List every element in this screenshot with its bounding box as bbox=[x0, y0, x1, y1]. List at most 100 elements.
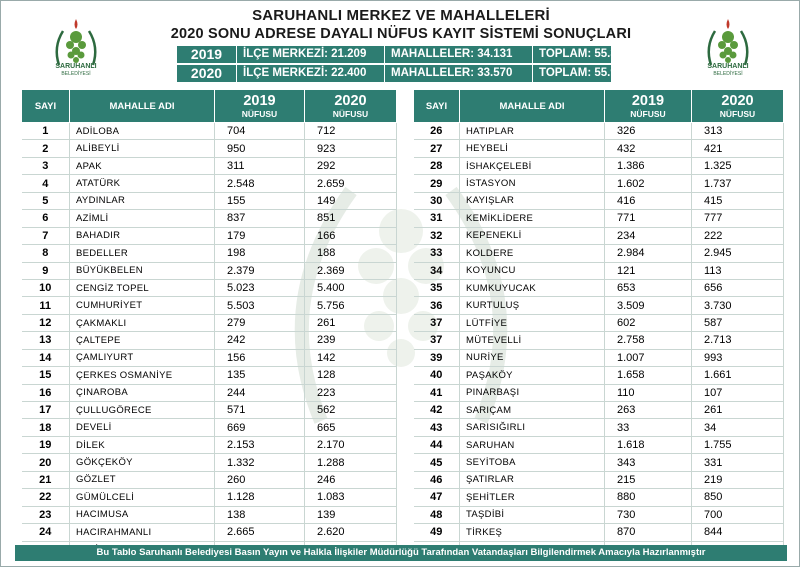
population-2020: 5.756 bbox=[304, 296, 397, 315]
population-2020: 850 bbox=[691, 488, 784, 507]
population-2020: 166 bbox=[304, 227, 397, 246]
row-number: 8 bbox=[21, 244, 70, 263]
mahalle-name: MÜTEVELLİ bbox=[459, 331, 605, 350]
row-number: 35 bbox=[413, 279, 460, 298]
row-number: 31 bbox=[413, 209, 460, 228]
table-row: 41 PINARBAŞI 110 107 bbox=[413, 384, 784, 403]
row-number: 34 bbox=[413, 262, 460, 280]
mahalle-name: KURTULUŞ bbox=[459, 296, 605, 315]
table-row: 36 KURTULUŞ 3.509 3.730 bbox=[413, 296, 784, 315]
population-2020: 113 bbox=[691, 262, 784, 280]
population-2019: 215 bbox=[604, 471, 692, 490]
summary-toplam: TOPLAM: 55.970 bbox=[539, 67, 630, 79]
header-sayi: SAYI bbox=[413, 89, 460, 123]
population-table-right: SAYI MAHALLE ADI 2019 NÜFUSU 2020 NÜFUSU 2… bbox=[413, 89, 784, 559]
row-number: 41 bbox=[413, 384, 460, 403]
table-header: SAYI MAHALLE ADI 2019 NÜFUSU 2020 NÜFUSU bbox=[21, 89, 397, 123]
population-2020: 313 bbox=[691, 122, 784, 141]
population-2020: 2.945 bbox=[691, 244, 784, 263]
population-2020: 2.369 bbox=[304, 262, 397, 280]
mahalle-name: ÇINAROBA bbox=[69, 384, 215, 403]
population-2019: 263 bbox=[604, 401, 692, 420]
header-2019: 2019 NÜFUSU bbox=[214, 89, 305, 123]
mahalle-name: NURİYE bbox=[459, 349, 605, 368]
table-row: 10 CENGİZ TOPEL 5.023 5.400 bbox=[21, 279, 397, 298]
mahalle-name: CENGİZ TOPEL bbox=[69, 279, 215, 298]
population-2020: 331 bbox=[691, 453, 784, 472]
population-2020: 665 bbox=[304, 418, 397, 437]
population-2020: 562 bbox=[304, 401, 397, 420]
row-number: 37 bbox=[413, 331, 460, 350]
table-row: 4 ATATÜRK 2.548 2.659 bbox=[21, 174, 397, 193]
municipality-logo-left bbox=[45, 15, 107, 77]
row-number: 28 bbox=[413, 157, 460, 176]
population-2020: 656 bbox=[691, 279, 784, 298]
population-2020: 139 bbox=[304, 506, 397, 525]
row-number: 49 bbox=[413, 523, 460, 542]
population-2020: 246 bbox=[304, 471, 397, 490]
table-row: 15 ÇERKES OSMANİYE 135 128 bbox=[21, 366, 397, 385]
population-2019: 730 bbox=[604, 506, 692, 525]
row-number: 1 bbox=[21, 122, 70, 141]
population-2019: 1.332 bbox=[214, 453, 305, 472]
population-2020: 222 bbox=[691, 227, 784, 246]
row-number: 19 bbox=[21, 436, 70, 455]
table-row: 12 ÇAKMAKLI 279 261 bbox=[21, 314, 397, 333]
mahalle-name: SEYİTOBA bbox=[459, 453, 605, 472]
table-row: 14 ÇAMLIYURT 156 142 bbox=[21, 349, 397, 368]
mahalle-name: TİRKEŞ bbox=[459, 523, 605, 542]
mahalle-name: DEVELİ bbox=[69, 418, 215, 437]
table-row: 45 SEYİTOBA 343 331 bbox=[413, 453, 784, 472]
summary-mahalleler: MAHALLELER: 33.570 bbox=[385, 65, 533, 82]
population-2019: 33 bbox=[604, 418, 692, 437]
page-title: SARUHANLI MERKEZ VE MAHALLELERİ bbox=[252, 7, 550, 24]
population-2020: 219 bbox=[691, 471, 784, 490]
row-number: 16 bbox=[21, 384, 70, 403]
population-2019: 121 bbox=[604, 262, 692, 280]
row-number: 45 bbox=[413, 453, 460, 472]
row-number: 43 bbox=[413, 418, 460, 437]
row-number: 14 bbox=[21, 349, 70, 368]
table-row: 19 DİLEK 2.153 2.170 bbox=[21, 436, 397, 455]
population-2019: 602 bbox=[604, 314, 692, 333]
header-2020: 2020 NÜFUSU bbox=[691, 89, 784, 123]
population-2019: 1.658 bbox=[604, 366, 692, 385]
population-2019: 669 bbox=[214, 418, 305, 437]
row-number: 24 bbox=[21, 523, 70, 542]
population-2019: 311 bbox=[214, 157, 305, 176]
mahalle-name: TAŞDİBİ bbox=[459, 506, 605, 525]
mahalle-name: GÜMÜLCELİ bbox=[69, 488, 215, 507]
population-2020: 1.755 bbox=[691, 436, 784, 455]
population-2020: 142 bbox=[304, 349, 397, 368]
mahalle-name: HEYBELİ bbox=[459, 139, 605, 158]
mahalle-name: AYDINLAR bbox=[69, 192, 215, 211]
mahalle-name: SARUHAN bbox=[459, 436, 605, 455]
population-2019: 260 bbox=[214, 471, 305, 490]
population-2019: 244 bbox=[214, 384, 305, 403]
table-row: 9 BÜYÜKBELEN 2.379 2.369 bbox=[21, 262, 397, 280]
population-2019: 950 bbox=[214, 139, 305, 158]
table-row: 46 ŞATIRLAR 215 219 bbox=[413, 471, 784, 490]
row-number: 3 bbox=[21, 157, 70, 176]
row-number: 29 bbox=[413, 174, 460, 193]
mahalle-name: HACIRAHMANLI bbox=[69, 523, 215, 542]
row-number: 23 bbox=[21, 506, 70, 525]
summary-ilce-merkezi: İLÇE MERKEZİ: 21.209 bbox=[237, 46, 385, 63]
table-row: 3 APAK 311 292 bbox=[21, 157, 397, 176]
mahalle-name: APAK bbox=[69, 157, 215, 176]
population-2019: 653 bbox=[604, 279, 692, 298]
population-2020: 261 bbox=[691, 401, 784, 420]
table-row: 17 ÇULLUGÖRECE 571 562 bbox=[21, 401, 397, 420]
population-2020: 34 bbox=[691, 418, 784, 437]
population-2020: 239 bbox=[304, 331, 397, 350]
table-row: 18 DEVELİ 669 665 bbox=[21, 418, 397, 437]
mahalle-name: ŞATIRLAR bbox=[459, 471, 605, 490]
population-2020: 993 bbox=[691, 349, 784, 368]
summary-toplam: TOPLAM: 55.340 bbox=[539, 48, 630, 60]
population-2019: 3.509 bbox=[604, 296, 692, 315]
population-2019: 5.023 bbox=[214, 279, 305, 298]
row-number: 13 bbox=[21, 331, 70, 350]
table-row: 24 HACIRAHMANLI 2.665 2.620 bbox=[21, 523, 397, 542]
table-row: 29 İSTASYON 1.602 1.737 bbox=[413, 174, 784, 193]
